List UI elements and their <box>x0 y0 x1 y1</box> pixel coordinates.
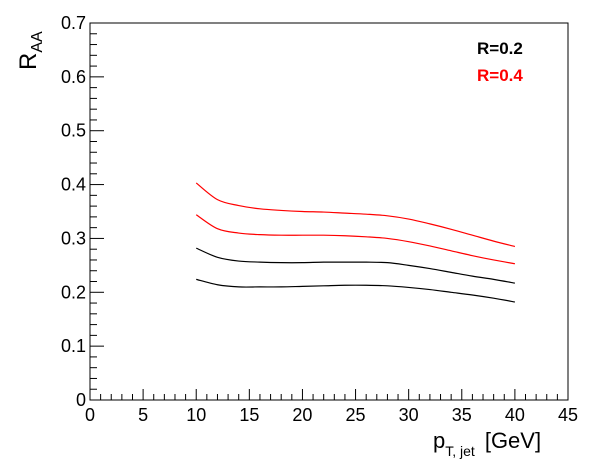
y-tick-label: 0.2 <box>61 282 86 302</box>
x-tick-label: 5 <box>138 405 148 425</box>
plot-frame <box>89 22 569 401</box>
y-tick-label: 0 <box>76 390 86 410</box>
x-tick-label: 35 <box>452 405 472 425</box>
x-axis-title-unit: [GeV] <box>485 428 541 453</box>
y-axis-title-main: R <box>15 53 42 70</box>
series-line <box>196 278 515 303</box>
y-tick-label: 0.1 <box>61 336 86 356</box>
x-axis-title-sub: T, jet <box>445 443 475 459</box>
y-tick-label: 0.7 <box>61 13 86 33</box>
y-axis-title: RAA <box>15 31 46 70</box>
legend-label-r02: R=0.2 <box>477 39 523 58</box>
legend-label-r04: R=0.4 <box>477 66 523 85</box>
data-curves <box>195 182 516 303</box>
series-line <box>195 247 515 284</box>
x-tick-label: 20 <box>292 405 312 425</box>
x-tick-label: 45 <box>558 405 578 425</box>
axis-ticks <box>89 22 569 401</box>
y-tick-label: 0.4 <box>61 175 86 195</box>
x-tick-label: 40 <box>505 405 525 425</box>
x-axis-title-main: p <box>433 428 445 453</box>
y-tick-label: 0.6 <box>61 67 86 87</box>
x-tick-label: 15 <box>239 405 259 425</box>
series-line <box>195 214 515 265</box>
x-tick-label: 25 <box>346 405 366 425</box>
y-axis-title-sub: AA <box>29 31 46 53</box>
x-tick-label: 10 <box>186 405 206 425</box>
axis-tick-labels: 0 5 10 15 20 25 30 35 40 45 0 0.1 0.2 0.3 0.4 0.5 0.6 0.7 <box>61 13 578 425</box>
x-tick-label: 30 <box>399 405 419 425</box>
y-tick-label: 0.5 <box>61 121 86 141</box>
y-tick-label: 0.3 <box>61 228 86 248</box>
series-line <box>195 182 516 248</box>
x-axis-title: pT, jet [GeV] <box>433 428 541 459</box>
x-tick-label: 0 <box>85 405 95 425</box>
